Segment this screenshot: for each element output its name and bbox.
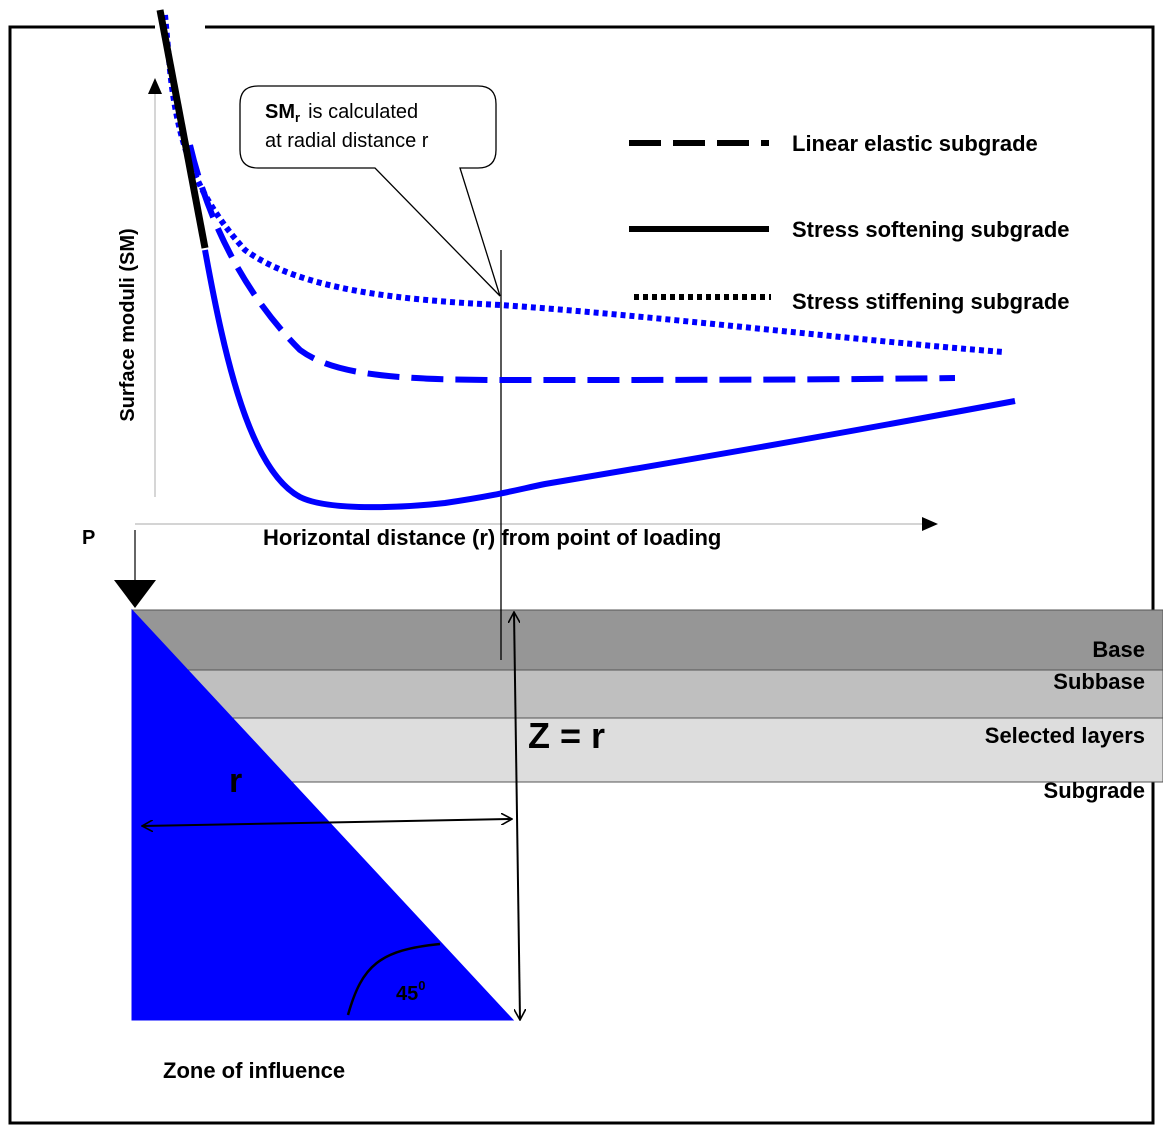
- layer-label-subgrade: Subgrade: [1044, 778, 1145, 803]
- zone-caption: Zone of influence: [163, 1058, 345, 1083]
- z-dimension-arrow: [514, 612, 520, 1020]
- outer-frame: [8, 25, 1155, 1125]
- load-arrowhead: [114, 580, 156, 608]
- legend-label-linear-elastic: Linear elastic subgrade: [792, 131, 1038, 156]
- y-axis-label: Surface moduli (SM): [117, 228, 139, 421]
- x-axis-label: Horizontal distance (r) from point of lo…: [263, 525, 721, 550]
- stress-softening-curve: [202, 249, 1016, 511]
- angle-arc: [346, 942, 441, 1016]
- callout-text-line1: SMr is calculated: [265, 101, 418, 125]
- load-label-p: P: [82, 527, 95, 549]
- stress-stiffening-curve: [162, 14, 1004, 355]
- layer-base-band: [131, 609, 1163, 671]
- y-axis-arrowhead: [148, 78, 162, 94]
- layer-subbase-band: [131, 669, 1163, 719]
- r-dimension-arrow: [142, 819, 512, 826]
- z-equals-r-label: Z = r: [528, 715, 605, 756]
- r-label: r: [229, 762, 242, 800]
- x-axis-arrowhead: [922, 517, 938, 531]
- angle-label: 450: [396, 978, 425, 1005]
- legend-label-stress-stiffening: Stress stiffening subgrade: [792, 289, 1070, 314]
- layer-label-subbase: Subbase: [1053, 669, 1145, 694]
- callout-bubble: [239, 85, 501, 297]
- layer-label-selected: Selected layers: [985, 723, 1145, 748]
- softening-tangent-line: [156, 9, 209, 249]
- callout-text-line2: at radial distance r: [265, 130, 429, 152]
- layer-label-base: Base: [1092, 637, 1145, 662]
- legend-label-stress-softening: Stress softening subgrade: [792, 217, 1070, 242]
- linear-elastic-curve: [187, 144, 956, 384]
- layer-selected-band: [131, 717, 1163, 783]
